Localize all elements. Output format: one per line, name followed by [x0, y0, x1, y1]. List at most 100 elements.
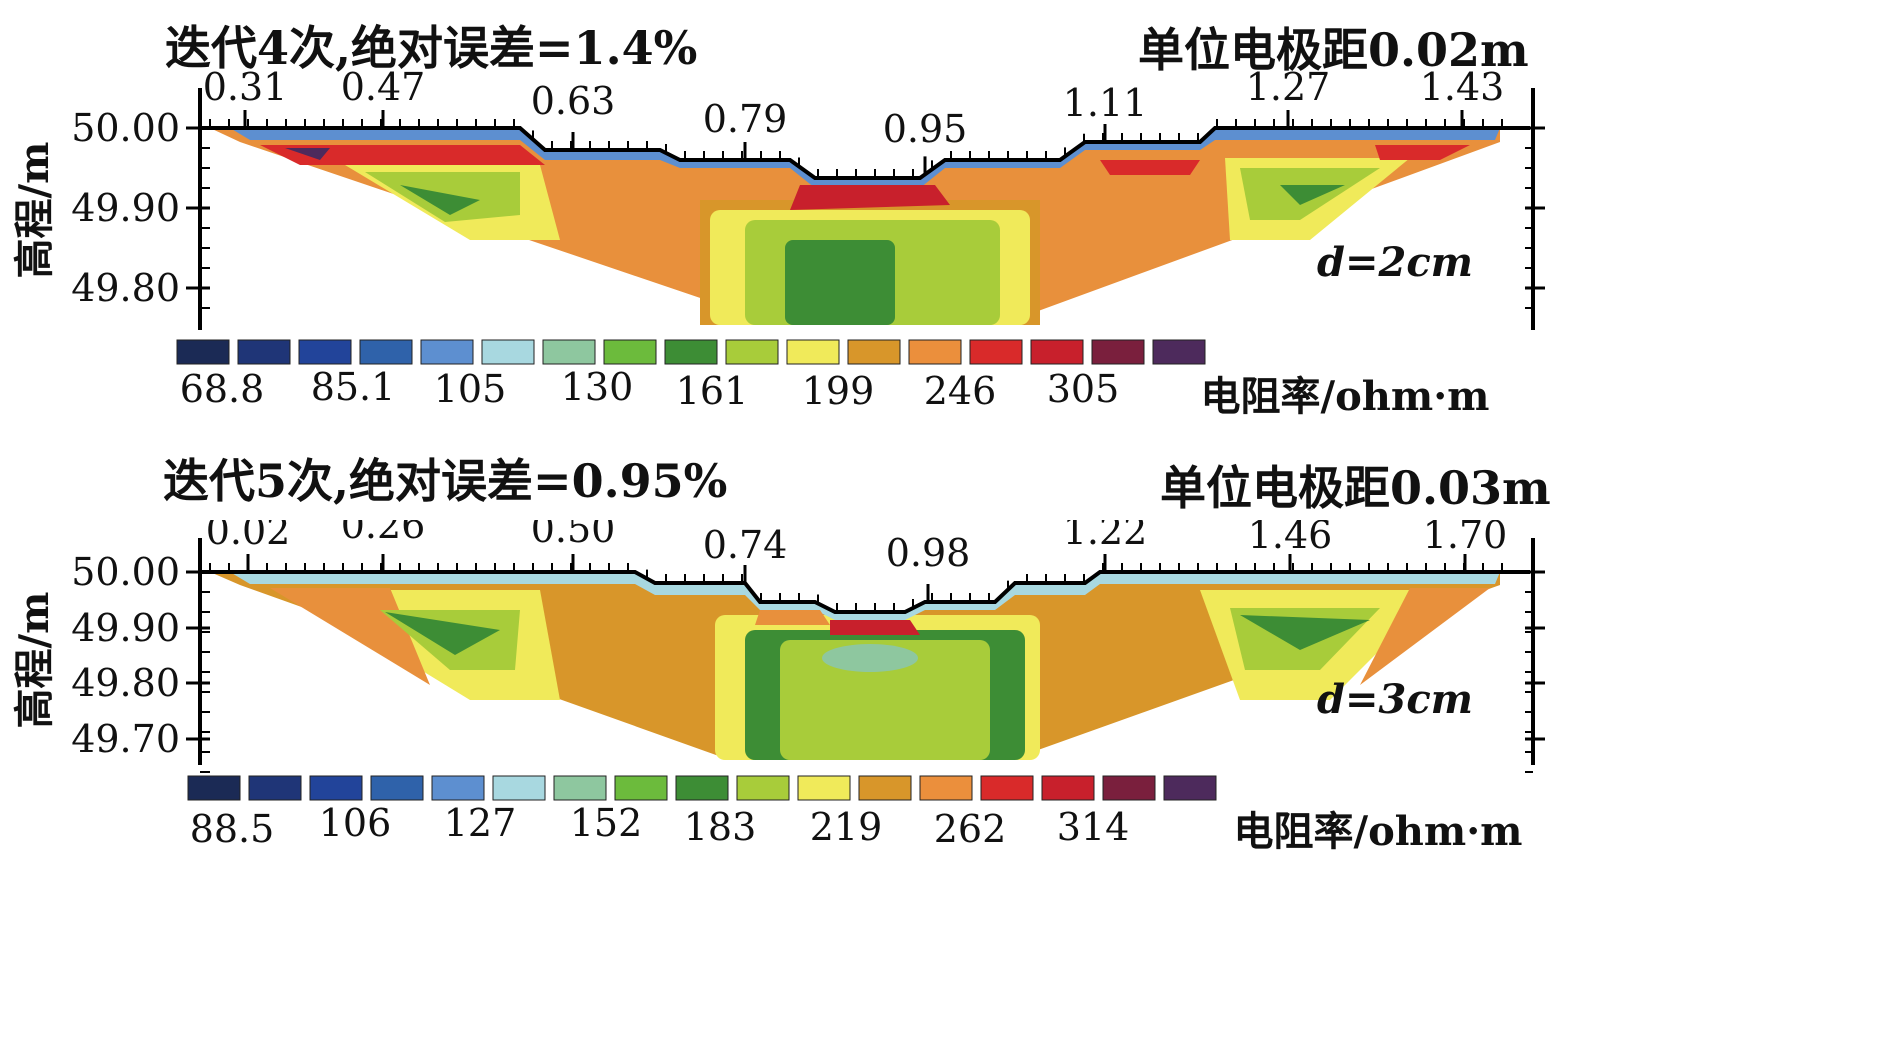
- colorbar-swatch: [1152, 339, 1206, 365]
- colorbar-tick-label: 130: [561, 365, 634, 409]
- zone-green-center: [780, 640, 990, 760]
- inversion-panel-iteration-4: 迭代4次,绝对误差=1.4% 单位电极距0.02m 50.00 49.90 49.8…: [11, 21, 1545, 420]
- colorbar-swatch: [675, 775, 729, 801]
- x-tick-label: 0.63: [531, 79, 616, 123]
- colorbar-swatch: [725, 339, 779, 365]
- colorbar-swatch: [786, 339, 840, 365]
- colorbar-swatch: [1091, 339, 1145, 365]
- colorbar: [176, 339, 1206, 365]
- x-tick-label: 1.11: [1063, 81, 1148, 125]
- x-tick-label: 0.26: [341, 520, 426, 547]
- band-red-center: [830, 620, 920, 635]
- x-tick-label: 0.50: [531, 520, 616, 551]
- colorbar-swatch: [492, 775, 546, 801]
- colorbar-swatch: [1102, 775, 1156, 801]
- y-tick-label: 50.00: [71, 550, 180, 594]
- colorbar-tick-label: 262: [934, 807, 1007, 851]
- colorbar-label: 电阻率/ohm·m: [1201, 373, 1490, 420]
- y-axis-ticks: 50.00 49.90 49.80 49.70: [71, 550, 1545, 773]
- panel-title: 迭代4次,绝对误差=1.4%: [165, 21, 698, 75]
- y-tick-label: 49.80: [71, 661, 180, 705]
- colorbar-swatch: [797, 775, 851, 801]
- x-tick-labels: 0.31 0.47 0.63 0.79 0.95 1.11 1.27 1.43: [203, 65, 1505, 151]
- zone-darkgreen-left: [385, 612, 500, 655]
- x-tick-label: 0.79: [703, 97, 788, 141]
- band-red-mid-right: [1100, 160, 1200, 175]
- zone-orange-right: [1360, 588, 1490, 685]
- colorbar-tick-label: 246: [924, 369, 997, 413]
- x-tick-labels: 0.02 0.26 0.50 0.74 0.98 1.22 1.46 1.70: [206, 520, 1508, 575]
- colorbar-swatch: [553, 775, 607, 801]
- colorbar-tick-label: 183: [684, 805, 757, 849]
- colorbar-tick-label: 88.5: [190, 807, 275, 851]
- band-dark-left: [285, 148, 330, 160]
- colorbar-tick-label: 219: [810, 805, 883, 849]
- colorbar-tick-label: 106: [319, 801, 392, 845]
- panel-title: 迭代5次,绝对误差=0.95%: [163, 454, 728, 508]
- colorbar-label: 电阻率/ohm·m: [1234, 808, 1523, 855]
- colorbar-swatch: [237, 339, 291, 365]
- colorbar-swatch: [919, 775, 973, 801]
- inversion-panel-iteration-5: 迭代5次,绝对误差=0.95% 单位电极距0.03m 50.00 49.90 49.…: [0, 454, 1890, 1038]
- colorbar-tick-label: 305: [1047, 367, 1120, 411]
- colorbar-tick-labels: 68.8 85.1 105 130 161 199 246 305: [180, 365, 1120, 413]
- electrode-spacing-label: 单位电极距0.03m: [1160, 461, 1551, 515]
- topography-line: [200, 126, 1530, 180]
- x-tick-label: 1.46: [1248, 520, 1333, 557]
- x-tick-label: 0.31: [203, 65, 288, 109]
- x-tick-label: 0.47: [341, 65, 426, 109]
- colorbar-tick-label: 85.1: [311, 365, 396, 409]
- band-red-right: [1375, 145, 1470, 160]
- colorbar-swatch: [736, 775, 790, 801]
- y-tick-label: 49.90: [71, 606, 180, 650]
- colorbar-swatch: [359, 339, 413, 365]
- topography-line: [200, 570, 1530, 614]
- x-tick-label: 1.70: [1423, 520, 1508, 557]
- colorbar-swatch: [603, 339, 657, 365]
- colorbar-swatch: [1041, 775, 1095, 801]
- y-axis-ticks: 50.00 49.90 49.80: [71, 106, 1545, 310]
- zone-darkgreen-left: [400, 185, 480, 215]
- spacing-annotation: d=2cm: [1317, 239, 1473, 286]
- zone-darkgreen-center: [785, 240, 895, 325]
- colorbar-tick-label: 152: [570, 801, 643, 845]
- colorbar-swatch: [1030, 339, 1084, 365]
- colorbar-swatch: [908, 339, 962, 365]
- colorbar-swatch: [431, 775, 485, 801]
- y-tick-label: 49.80: [71, 266, 180, 310]
- colorbar: [187, 775, 1217, 801]
- colorbar-swatch: [664, 339, 718, 365]
- colorbar-swatch: [980, 775, 1034, 801]
- colorbar-tick-label: 314: [1057, 805, 1130, 849]
- y-tick-label: 50.00: [71, 106, 180, 150]
- colorbar-swatch: [176, 339, 230, 365]
- electrode-ticks: [209, 110, 1503, 178]
- x-tick-label: 0.74: [703, 523, 788, 567]
- x-tick-label: 0.95: [883, 107, 968, 151]
- colorbar-swatch: [1163, 775, 1217, 801]
- colorbar-tick-labels: 88.5 106 127 152 183 219 262 314: [190, 801, 1130, 851]
- band-orange-shallow: [755, 610, 830, 625]
- x-tick-label: 1.22: [1063, 520, 1148, 553]
- resistivity-section-plot: 50.00 49.90 49.80 49.70 高程/m 0.02 0.26 0.50 0.…: [11, 520, 1545, 855]
- colorbar-swatch: [614, 775, 668, 801]
- resistivity-section-plot: 50.00 49.90 49.80 高程/m 0.31 0.47 0.63 0.79 0.9…: [11, 65, 1545, 420]
- colorbar-tick-label: 68.8: [180, 367, 265, 411]
- colorbar-tick-label: 127: [444, 801, 517, 845]
- x-tick-label: 0.02: [206, 520, 291, 553]
- zone-darkgreen-right: [1280, 185, 1345, 205]
- colorbar-tick-label: 161: [676, 369, 749, 413]
- electrode-spacing-label: 单位电极距0.02m: [1138, 23, 1529, 77]
- x-tick-label: 1.43: [1420, 65, 1505, 109]
- colorbar-swatch: [847, 339, 901, 365]
- band-red-center: [790, 185, 950, 210]
- x-tick-label: 1.27: [1246, 65, 1331, 109]
- y-tick-label: 49.70: [71, 717, 180, 761]
- colorbar-tick-label: 105: [434, 367, 507, 411]
- colorbar-swatch: [370, 775, 424, 801]
- y-tick-label: 49.90: [71, 186, 180, 230]
- colorbar-swatch: [858, 775, 912, 801]
- zone-darkgreen-right: [1240, 615, 1370, 650]
- y-axis-label: 高程/m: [11, 592, 58, 729]
- colorbar-swatch: [187, 775, 241, 801]
